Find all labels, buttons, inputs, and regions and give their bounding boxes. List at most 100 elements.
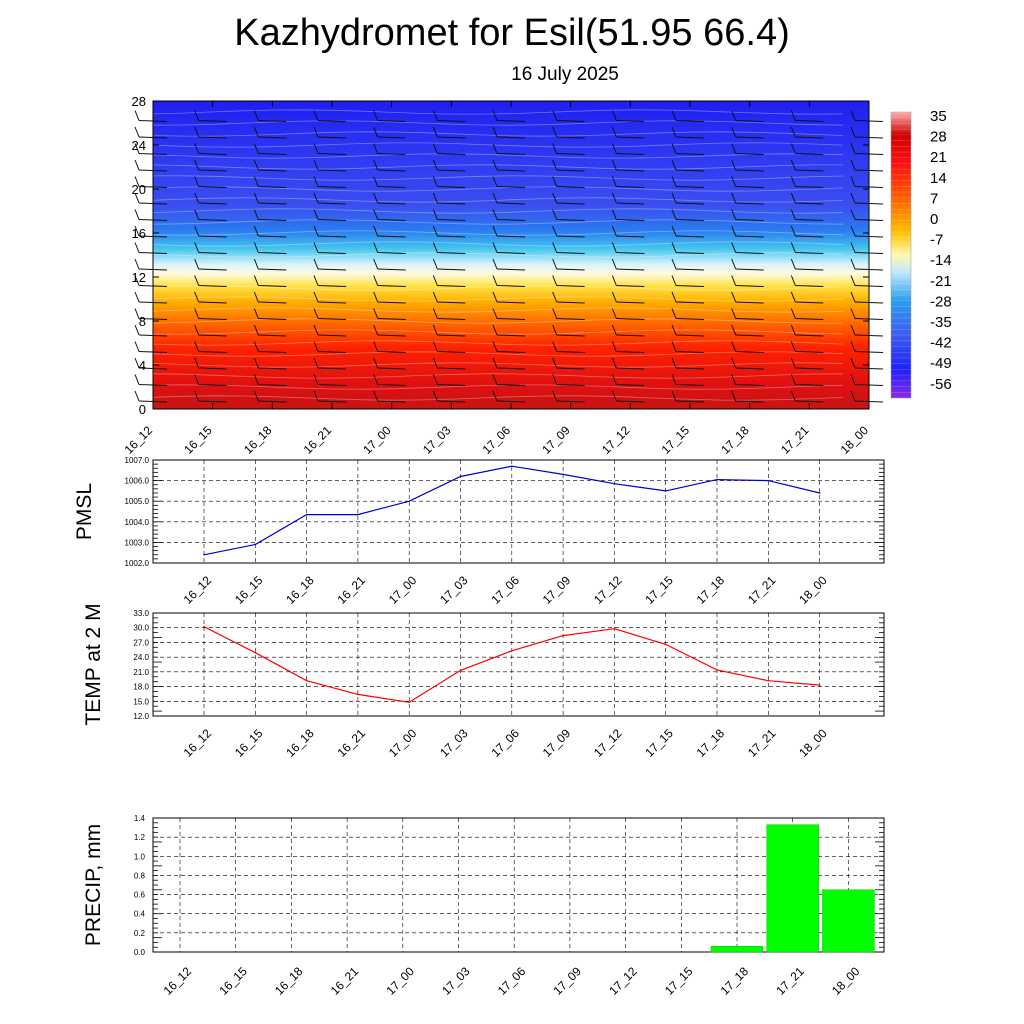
wind-barb <box>675 367 705 370</box>
wind-barb <box>377 318 406 320</box>
wind-barb <box>795 301 824 304</box>
wind-barb <box>675 219 705 221</box>
pmsl-point <box>305 513 308 516</box>
wind-barb <box>496 285 526 287</box>
colorbar-label: -28 <box>930 293 952 310</box>
wind-barb <box>616 285 645 287</box>
wind-barb <box>198 235 227 238</box>
colorbar-label: -42 <box>930 335 952 352</box>
wind-barb <box>556 285 585 287</box>
precip-bar <box>822 889 875 953</box>
heatmap-y-tick-label: 8 <box>139 314 146 329</box>
wind-barb <box>496 120 526 122</box>
wind-barb <box>437 252 466 254</box>
pmsl-x-tick-label: 17_09 <box>540 573 574 607</box>
wind-barb <box>258 252 287 254</box>
wind-barb <box>437 301 466 304</box>
precip-x-tick-label: 16_18 <box>272 964 306 998</box>
temp-point <box>511 649 513 652</box>
wind-barb <box>317 153 347 155</box>
temp-y-tick-label: 27.0 <box>133 638 149 647</box>
pmsl-point <box>357 513 359 516</box>
temp-2m-chart: 33.0 30.0 27.0 24.0 21.0 18.0 15.0 12.0 16_12 16_… <box>82 603 885 760</box>
wind-barb <box>496 186 526 188</box>
wind-barb <box>735 285 764 287</box>
wind-barb <box>735 334 764 337</box>
wind-barb <box>496 301 526 304</box>
wind-barb <box>735 318 764 320</box>
wind-barb <box>616 400 645 403</box>
colorbar-label: 35 <box>930 108 947 125</box>
wind-barb <box>317 384 347 386</box>
precip-y-tick-label: 1.4 <box>134 814 146 823</box>
wind-barb <box>258 318 287 320</box>
precip-y-tick-label: 0.6 <box>134 891 146 900</box>
wind-barb <box>795 186 824 188</box>
heatmap-x-tick-label: 16_21 <box>301 423 335 457</box>
temp-x-tick-label: 17_09 <box>540 726 574 760</box>
colorbar-label: -21 <box>930 273 952 290</box>
wind-barb <box>258 169 287 172</box>
wind-barb <box>616 384 645 386</box>
wind-barb <box>675 334 705 337</box>
wind-barb <box>795 268 824 271</box>
wind-barb <box>616 235 645 238</box>
wind-barb <box>496 252 526 254</box>
temp-x-tick-label: 17_06 <box>488 726 522 760</box>
heatmap-x-tick-label: 17_00 <box>360 423 394 457</box>
wind-barb <box>377 186 406 188</box>
wind-barb <box>556 235 585 238</box>
wind-barb <box>377 400 406 403</box>
wind-barb <box>496 153 526 155</box>
pmsl-point <box>254 543 257 546</box>
wind-barb <box>437 334 466 337</box>
wind-barb <box>616 120 645 122</box>
wind-barb <box>317 235 347 238</box>
wind-barb <box>317 252 347 254</box>
wind-barb <box>795 120 824 122</box>
wind-barb <box>437 268 466 271</box>
temp-x-tick-label: 18_00 <box>796 726 830 760</box>
temp-point <box>305 679 308 682</box>
pmsl-point <box>511 465 513 467</box>
wind-barb <box>735 169 764 172</box>
heatmap-y-tick-label: 16 <box>132 226 146 241</box>
wind-barb <box>377 285 406 287</box>
wind-barb <box>735 120 764 122</box>
temp-point <box>562 634 564 637</box>
precip-x-tick-label: 17_18 <box>718 964 752 998</box>
precip-y-tick-label: 1.2 <box>134 833 146 842</box>
wind-barb <box>616 136 645 139</box>
temp-x-tick-label: 17_03 <box>437 726 471 760</box>
pmsl-x-tick-label: 17_06 <box>488 573 522 607</box>
wind-barb <box>437 153 466 155</box>
wind-barb <box>437 351 466 353</box>
wind-barb <box>496 235 526 238</box>
wind-barb <box>556 153 585 155</box>
pmsl-point <box>767 479 770 482</box>
wind-barb <box>616 351 645 353</box>
heatmap-x-tick-label: 17_15 <box>659 423 693 457</box>
pmsl-y-tick-label: 1002.0 <box>125 559 150 568</box>
precip-x-tick-label: 16_15 <box>216 964 250 998</box>
temp-x-tick-label: 16_18 <box>283 726 317 760</box>
precip-bar <box>766 824 819 953</box>
wind-barb <box>437 120 466 122</box>
wind-barb <box>377 219 406 221</box>
wind-barb <box>377 153 406 155</box>
wind-barb <box>258 235 287 238</box>
wind-barb <box>675 318 705 320</box>
temp-x-tick-label: 16_12 <box>181 726 215 760</box>
wind-barb <box>437 367 466 370</box>
precip-x-tick-label: 16_12 <box>161 964 195 998</box>
wind-barb <box>556 219 585 221</box>
wind-barb <box>437 186 466 188</box>
temp-point <box>613 627 616 630</box>
wind-barb <box>556 120 585 122</box>
wind-barb <box>437 219 466 221</box>
wind-barb <box>675 384 705 386</box>
heatmap-x-tick-label: 16_12 <box>122 423 156 457</box>
wind-barb <box>616 252 645 254</box>
wind-barb <box>198 334 227 337</box>
wind-barb <box>317 120 347 122</box>
